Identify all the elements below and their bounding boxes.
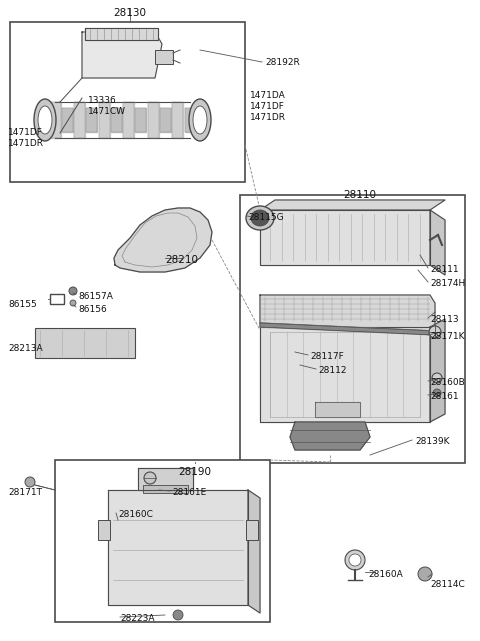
Text: 28190: 28190 [179, 467, 212, 477]
Text: 28223A: 28223A [120, 614, 155, 623]
Polygon shape [114, 208, 212, 272]
Ellipse shape [345, 550, 365, 570]
Circle shape [25, 477, 35, 487]
Text: 1471CW: 1471CW [88, 107, 126, 116]
Circle shape [173, 610, 183, 620]
Polygon shape [260, 327, 430, 422]
Text: 28171K: 28171K [430, 332, 465, 341]
Polygon shape [290, 422, 370, 450]
Polygon shape [62, 108, 73, 132]
Bar [270, 332, 420, 417]
Text: 28160C: 28160C [118, 510, 153, 519]
Polygon shape [123, 102, 134, 138]
Text: 86157A: 86157A [78, 292, 113, 301]
Bar [35, 328, 135, 358]
Bar [50, 294, 64, 304]
Polygon shape [86, 108, 97, 132]
Text: 28115G: 28115G [248, 213, 284, 222]
Polygon shape [98, 102, 109, 138]
Text: 28112: 28112 [318, 366, 347, 375]
Polygon shape [148, 102, 159, 138]
Ellipse shape [38, 106, 52, 134]
Polygon shape [430, 210, 445, 275]
Polygon shape [85, 28, 158, 40]
Polygon shape [135, 108, 146, 132]
Polygon shape [260, 210, 430, 265]
Polygon shape [430, 319, 445, 422]
Ellipse shape [34, 99, 56, 141]
Text: 28114C: 28114C [430, 580, 465, 589]
Text: 28192R: 28192R [265, 58, 300, 67]
Text: 28110: 28110 [344, 190, 376, 200]
Polygon shape [172, 102, 183, 138]
Text: 28139K: 28139K [415, 437, 449, 446]
Bar [143, 485, 188, 493]
Text: 28161: 28161 [430, 392, 458, 401]
Polygon shape [184, 108, 195, 132]
Text: 28130: 28130 [113, 8, 146, 18]
Text: 28213A: 28213A [8, 344, 43, 353]
Text: 28111: 28111 [430, 265, 458, 274]
Polygon shape [248, 490, 260, 613]
Ellipse shape [193, 106, 207, 134]
Text: 28210: 28210 [166, 255, 199, 265]
Text: 1471DA: 1471DA [250, 91, 286, 100]
Text: 1471DR: 1471DR [250, 113, 286, 122]
Polygon shape [260, 295, 435, 331]
Text: 1471DR: 1471DR [8, 139, 44, 148]
Text: 13336: 13336 [88, 96, 117, 105]
Text: 28171T: 28171T [8, 488, 42, 497]
Text: 1471DF: 1471DF [8, 128, 43, 137]
Circle shape [144, 472, 156, 484]
Circle shape [432, 373, 442, 383]
Text: 28113: 28113 [430, 315, 458, 324]
Polygon shape [160, 108, 171, 132]
Circle shape [433, 389, 441, 397]
Bar [10, 22, 245, 182]
Text: 28160B: 28160B [430, 378, 465, 387]
Polygon shape [260, 200, 445, 210]
Ellipse shape [251, 210, 269, 226]
Text: 28160A: 28160A [368, 570, 403, 579]
Circle shape [418, 567, 432, 581]
Polygon shape [108, 490, 248, 605]
Ellipse shape [349, 554, 361, 566]
Bar [155, 50, 173, 64]
Polygon shape [82, 32, 162, 78]
Polygon shape [315, 402, 360, 417]
Text: 86155: 86155 [8, 300, 37, 309]
Text: 28174H: 28174H [430, 279, 465, 288]
Polygon shape [138, 468, 193, 490]
Polygon shape [74, 102, 85, 138]
Text: 86156: 86156 [78, 305, 107, 314]
Circle shape [69, 287, 77, 295]
Bar [98, 520, 110, 540]
Polygon shape [111, 108, 122, 132]
Circle shape [70, 300, 76, 306]
Ellipse shape [246, 206, 274, 230]
Ellipse shape [189, 99, 211, 141]
Bar [240, 195, 465, 463]
Text: 28117F: 28117F [310, 352, 344, 361]
Text: 1471DF: 1471DF [250, 102, 285, 111]
Polygon shape [49, 102, 60, 138]
Polygon shape [260, 323, 435, 335]
Bar [55, 460, 270, 622]
Text: 28161E: 28161E [172, 488, 206, 497]
Circle shape [429, 326, 441, 338]
Bar [246, 520, 258, 540]
